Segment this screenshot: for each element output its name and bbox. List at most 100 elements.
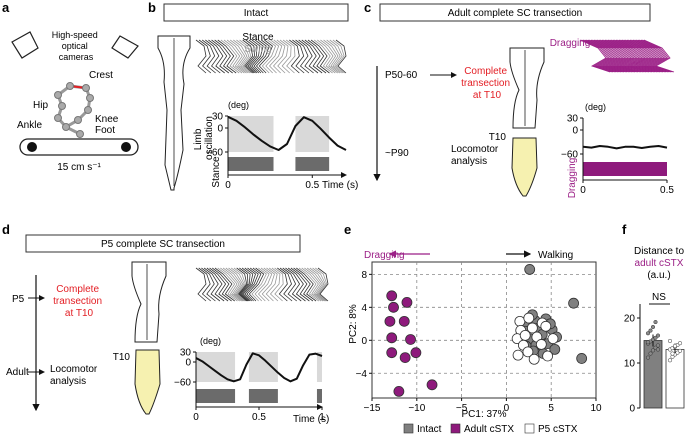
panel-c-age2: ~P90 [385, 148, 409, 159]
panel-e: e Dragging Walking −15 −10 −5 0 5 10 −4 0 4 8 PC1… [344, 222, 602, 435]
pca-scatter-plot: −15 −10 −5 0 5 10 −4 0 4 8 [356, 261, 602, 414]
y-tick-label: −60 [206, 148, 223, 159]
panel-f-title: Distance to [634, 246, 684, 257]
bar-data-point [670, 351, 675, 356]
stick-line [277, 267, 288, 302]
adult-cord-upper [509, 47, 545, 129]
stick-line [249, 39, 261, 74]
stick-line [301, 267, 322, 302]
stick-line [253, 39, 267, 74]
stick-line [620, 39, 651, 73]
point-p5-cstx [535, 339, 547, 350]
point-intact [524, 264, 536, 275]
stick-line [211, 39, 230, 74]
panel-c-event: Complete transection at T10 [461, 66, 513, 101]
stick-line [642, 39, 673, 73]
point-adult-cstx [393, 386, 405, 397]
stick-line [229, 39, 247, 74]
bar-data-point [645, 340, 651, 345]
panel-f: f Distance to adult cSTX (a.u.) NS 0 10 20 [622, 222, 684, 415]
pca-legend: Intact Adult cSTX P5 cSTX [403, 423, 578, 435]
point-p5-cstx [528, 353, 540, 365]
stick-line [295, 39, 310, 74]
stick-line [617, 39, 648, 73]
stick-line [261, 39, 277, 74]
stick-line [615, 39, 647, 73]
stance-shade [196, 352, 236, 382]
stick-line [601, 39, 632, 73]
panel-d-title: P5 complete SC transection [101, 239, 225, 250]
stick-line [603, 39, 634, 73]
camera-label: High-speed optical cameras [52, 30, 101, 62]
y-tick-label: 8 [361, 270, 367, 281]
stick-line [621, 39, 653, 73]
stick-line [323, 39, 341, 74]
stance-bar [248, 389, 278, 403]
stance-bar [196, 389, 236, 403]
point-adult-cstx [410, 347, 422, 359]
stick-line [281, 39, 292, 74]
panel-d-title-box [25, 234, 301, 253]
stick-line [251, 39, 264, 74]
stick-line [251, 267, 267, 302]
stick-line [242, 39, 254, 74]
stick-line [244, 267, 259, 302]
p5-stick-diagram [195, 267, 329, 302]
stick-line [595, 39, 626, 73]
treadmill-belt [19, 138, 139, 156]
y-tick-label: −60 [561, 150, 578, 161]
point-adult-cstx [399, 352, 411, 364]
stick-line [225, 267, 244, 302]
point-adult-cstx [384, 315, 396, 327]
stick-line [582, 39, 614, 73]
point-adult-cstx [388, 301, 399, 313]
stick-line [206, 267, 225, 302]
stick-line [312, 267, 327, 302]
stick-line [632, 39, 664, 73]
stick-line [233, 267, 247, 302]
stick-line [592, 39, 623, 73]
stick-line [320, 39, 338, 74]
hindlimb-skeleton-icon [54, 82, 94, 138]
stick-line [246, 267, 262, 302]
stance-shade [228, 116, 274, 152]
panel-d-age1: P5 [12, 294, 25, 305]
panel-d-level: T10 [113, 352, 131, 363]
ns-annotation: NS [652, 292, 666, 303]
stick-line [326, 39, 342, 74]
stick-line [279, 267, 293, 302]
stick-line [304, 267, 324, 302]
panel-c-level: T10 [489, 132, 507, 143]
stick-line [201, 267, 216, 302]
stick-line [217, 267, 238, 302]
stick-line [329, 39, 344, 74]
stick-line [614, 39, 645, 73]
stick-line [261, 267, 275, 302]
label-knee: Knee [95, 114, 119, 125]
stick-line [584, 39, 615, 73]
stick-line [240, 267, 251, 302]
stick-line [598, 39, 629, 73]
bar-data-point [645, 331, 651, 336]
stick-line [274, 267, 284, 302]
bar-data-point [655, 343, 661, 348]
point-adult-cstx [398, 315, 410, 327]
panel-e-letter: e [344, 222, 351, 237]
panel-b-letter: b [148, 0, 156, 15]
legend-swing: Swing [244, 44, 271, 55]
panel-d-age2: Adult [6, 367, 29, 378]
bar-data-point [672, 343, 678, 348]
stick-line [629, 39, 661, 73]
bar-data-point [650, 348, 656, 353]
right-camera-icon [111, 35, 139, 59]
panel-c-dragging: Dragging [550, 38, 591, 49]
stick-line [277, 39, 289, 74]
stick-line [242, 267, 256, 302]
distance-bar-chart: 0 10 20 [624, 304, 685, 415]
panel-e-ylabel: PC2: 8% [348, 304, 359, 344]
legend-label-adult: Adult cSTX [464, 424, 514, 435]
stick-line [198, 39, 212, 74]
stick-line [589, 39, 620, 73]
point-p5-cstx [519, 329, 531, 341]
label-ankle: Ankle [17, 120, 42, 131]
